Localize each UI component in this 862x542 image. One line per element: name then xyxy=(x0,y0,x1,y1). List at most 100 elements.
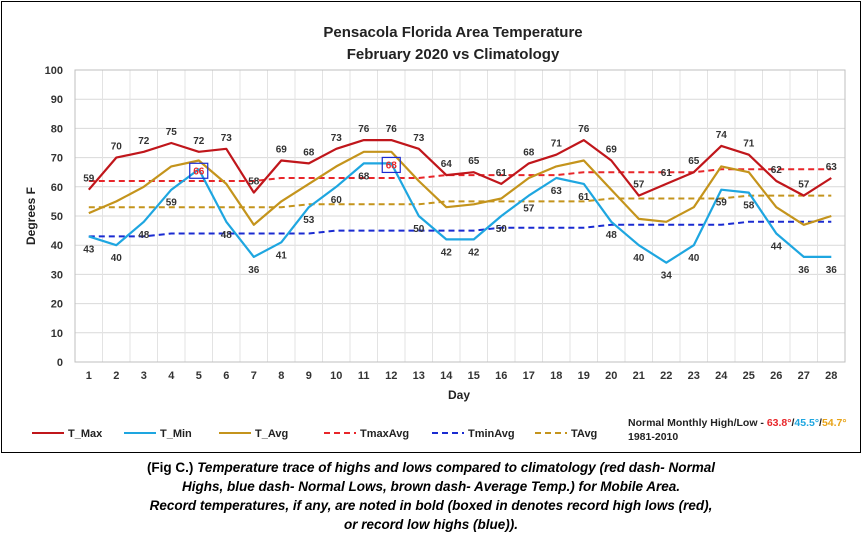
max-data-label: 58 xyxy=(248,177,260,188)
x-tick-label: 2 xyxy=(113,370,119,382)
x-tick-label: 10 xyxy=(330,370,342,382)
series-line-tminavg xyxy=(88,220,832,238)
record-box xyxy=(189,162,209,179)
x-tick-label: 22 xyxy=(660,370,672,382)
min-data-label: 43 xyxy=(83,244,95,255)
max-data-label: 64 xyxy=(441,159,453,170)
x-tick-label: 13 xyxy=(413,370,425,382)
y-tick-label: 30 xyxy=(51,269,63,281)
x-tick-label: 25 xyxy=(743,370,755,382)
min-data-label: 48 xyxy=(606,230,618,241)
max-data-label: 59 xyxy=(83,174,95,185)
caption-line-1: (Fig C.) Temperature trace of highs and … xyxy=(0,458,862,477)
min-data-label: 42 xyxy=(468,247,480,258)
x-tick-label: 8 xyxy=(278,370,284,382)
x-tick-label: 5 xyxy=(196,370,202,382)
legend-label: TAvg xyxy=(571,428,597,440)
min-data-label: 59 xyxy=(716,198,728,209)
x-tick-label: 27 xyxy=(798,370,810,382)
x-tick-label: 15 xyxy=(468,370,480,382)
legend-label: T_Max xyxy=(68,428,103,440)
x-tick-label: 19 xyxy=(578,370,590,382)
y-tick-label: 50 xyxy=(51,211,63,223)
caption-text-1: Temperature trace of highs and lows comp… xyxy=(197,460,716,475)
min-data-label: 40 xyxy=(111,253,123,264)
x-tick-label: 9 xyxy=(306,370,312,382)
min-data-label: 68 xyxy=(358,171,370,182)
max-data-label: 76 xyxy=(358,124,370,135)
record-box xyxy=(381,156,401,174)
caption-line-3: Record temperatures, if any, are noted i… xyxy=(149,498,713,513)
plot-area-border xyxy=(74,69,846,363)
caption-lead: (Fig C.) xyxy=(146,460,198,475)
min-data-label: 58 xyxy=(743,201,755,212)
svg-text:Normal Monthly High/Low - 63.8: Normal Monthly High/Low - 63.8°/45.5°/54… xyxy=(628,417,847,429)
max-data-label: 62 xyxy=(771,165,783,176)
min-data-label: 63 xyxy=(551,186,563,197)
chart-figure: Pensacola Florida Area Temperature Febru… xyxy=(1,1,861,453)
legend-label: T_Min xyxy=(160,428,192,440)
x-tick-label: 23 xyxy=(688,370,700,382)
y-axis-label: Degrees F xyxy=(24,187,38,245)
max-data-label: 57 xyxy=(798,180,810,191)
legend-label: TmaxAvg xyxy=(360,428,409,440)
x-tick-label: 17 xyxy=(523,370,535,382)
max-data-label: 65 xyxy=(468,156,480,167)
max-data-label: 73 xyxy=(221,133,233,144)
grid-layer xyxy=(74,69,846,363)
max-data-label: 73 xyxy=(413,133,425,144)
max-data-label: 72 xyxy=(138,136,150,147)
max-data-label: 65 xyxy=(688,156,700,167)
x-tick-label: 26 xyxy=(770,370,782,382)
y-tick-label: 0 xyxy=(57,357,63,369)
x-tick-label: 28 xyxy=(825,370,837,382)
max-data-label: 75 xyxy=(166,127,178,138)
min-data-label: 42 xyxy=(441,247,453,258)
min-data-label: 36 xyxy=(798,265,810,276)
y-tick-label: 60 xyxy=(51,182,63,194)
max-data-label: 73 xyxy=(331,133,343,144)
min-data-label: 50 xyxy=(413,224,425,235)
normals-period: 1981-2010 xyxy=(628,431,678,443)
y-tick-label: 70 xyxy=(51,153,63,165)
max-data-label: 61 xyxy=(661,168,673,179)
max-data-label: 63 xyxy=(826,162,838,173)
y-tick-label: 40 xyxy=(51,240,63,252)
series-layer xyxy=(87,139,832,264)
min-data-label: 61 xyxy=(578,192,590,203)
legend: T_Max T_Min T_Avg TmaxAvg TminAvg TAvg xyxy=(32,428,597,440)
series-line-t-min xyxy=(88,162,832,264)
max-data-label: 61 xyxy=(496,168,508,179)
normals-prefix: Normal Monthly High/Low - xyxy=(628,417,767,429)
min-data-label: 36 xyxy=(248,265,260,276)
x-tick-label: 20 xyxy=(605,370,617,382)
series-line-tmaxavg xyxy=(88,168,832,182)
x-tick-label: 24 xyxy=(715,370,728,382)
min-data-label: 40 xyxy=(633,253,645,264)
max-data-label: 57 xyxy=(633,180,645,191)
min-data-label: 50 xyxy=(496,224,508,235)
x-tick-label: 6 xyxy=(223,370,229,382)
normals-sep2: / xyxy=(819,417,822,429)
min-data-label: 48 xyxy=(221,230,233,241)
normals-avg: 54.7° xyxy=(822,417,847,429)
min-data-label: 60 xyxy=(331,195,343,206)
max-data-label: 76 xyxy=(386,124,398,135)
normals-sep1: / xyxy=(791,417,794,429)
legend-label: TminAvg xyxy=(468,428,515,440)
temperature-line-chart: Pensacola Florida Area Temperature Febru… xyxy=(24,24,847,443)
min-data-label: 40 xyxy=(688,253,700,264)
chart-title-line1: Pensacola Florida Area Temperature xyxy=(323,24,582,41)
y-tick-label: 90 xyxy=(51,94,63,106)
min-data-label: 44 xyxy=(771,242,783,253)
y-tick-label: 20 xyxy=(51,299,63,311)
caption-line-2: Highs, blue dash- Normal Lows, brown das… xyxy=(181,479,681,494)
x-tick-label: 18 xyxy=(550,370,562,382)
normals-high: 63.8° xyxy=(767,417,792,429)
series-line-tavg xyxy=(88,194,832,209)
min-data-label: 59 xyxy=(166,198,178,209)
x-tick-label: 3 xyxy=(141,370,147,382)
data-label-layer: 59 70 72 75 72 73 58 69 68 73 76 76 73 64 65 61 68 71 76 69… xyxy=(83,124,837,282)
max-data-label: 71 xyxy=(551,139,563,150)
